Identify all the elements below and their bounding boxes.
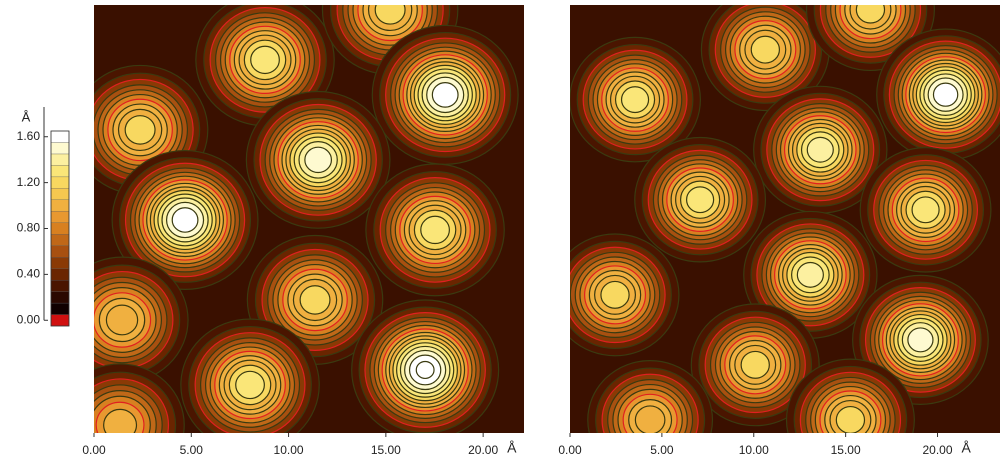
colorbar-frame <box>50 130 70 327</box>
colorbar-swatch <box>50 153 70 166</box>
colorbar-swatch <box>50 291 70 304</box>
colorbar-swatch <box>50 199 70 212</box>
plot-area <box>570 5 1000 433</box>
colorbar-swatch <box>50 245 70 258</box>
peak <box>743 210 878 339</box>
contour <box>907 327 934 353</box>
colorbar-tick-label: 0.80 <box>17 221 41 235</box>
colorbar-swatch <box>50 234 70 246</box>
peak <box>690 303 820 427</box>
x-tick-label: 20.00 <box>468 443 498 457</box>
x-axis-label: Å <box>962 440 972 456</box>
peak <box>94 363 185 433</box>
peak <box>570 233 680 357</box>
contour <box>932 82 959 107</box>
peak <box>94 64 209 195</box>
contour <box>374 5 406 25</box>
contour <box>250 45 280 75</box>
colorbar-swatch <box>50 257 70 269</box>
contour <box>634 405 666 433</box>
contour <box>750 35 781 64</box>
colorbar-swatch <box>50 314 70 327</box>
colorbar-swatch <box>50 222 70 235</box>
contour <box>431 82 459 108</box>
colorbar-swatch <box>50 142 70 155</box>
colorbar-swatch <box>50 302 70 315</box>
peak <box>371 24 519 165</box>
contour <box>835 405 866 433</box>
contour <box>796 261 824 288</box>
plot-area <box>94 5 524 433</box>
peak <box>246 234 384 365</box>
colorbar-swatch <box>50 165 70 178</box>
contour <box>124 115 156 145</box>
contour <box>740 350 770 379</box>
x-tick-label: 5.00 <box>650 443 674 457</box>
colorbar-swatch <box>50 176 70 189</box>
x-tick-label: 0.00 <box>82 443 106 457</box>
contour <box>299 285 331 315</box>
peak <box>180 318 320 433</box>
contour <box>855 5 886 24</box>
colorbar-label: Å <box>22 109 31 124</box>
x-tick-label: 0.00 <box>558 443 582 457</box>
x-tick-label: 15.00 <box>371 443 401 457</box>
x-tick-label: 10.00 <box>739 443 769 457</box>
peak <box>634 136 767 263</box>
peak <box>365 163 505 297</box>
contour <box>304 146 333 174</box>
colorbar-swatch <box>50 188 70 200</box>
colorbar-tick-label: 1.60 <box>17 129 41 143</box>
x-tick-label: 5.00 <box>180 443 204 457</box>
colorbar-tick-label: 0.00 <box>17 312 41 326</box>
peak <box>859 147 992 273</box>
peak <box>785 358 915 433</box>
contour <box>911 196 940 224</box>
peak <box>753 85 888 214</box>
x-tick-label: 20.00 <box>923 443 953 457</box>
contour <box>105 304 139 336</box>
contour <box>171 207 199 233</box>
contour <box>420 215 450 245</box>
contour <box>620 86 650 114</box>
colorbar-tick-label: 1.20 <box>17 175 41 189</box>
x-tick-label: 10.00 <box>274 443 304 457</box>
colorbar-tick-label: 0.40 <box>17 267 41 281</box>
contour <box>415 360 435 380</box>
colorbar-swatch <box>50 279 70 292</box>
contour <box>600 280 630 309</box>
peak <box>876 28 1000 161</box>
colorbar-swatch <box>50 268 70 281</box>
contour <box>103 408 138 433</box>
peak <box>570 36 701 163</box>
colorbar-swatch <box>50 211 70 223</box>
contour <box>806 136 834 163</box>
peak <box>245 90 391 229</box>
x-axis-label: Å <box>507 440 517 456</box>
x-tick-label: 15.00 <box>831 443 861 457</box>
peak <box>587 360 714 433</box>
contour <box>685 186 715 214</box>
colorbar-swatch <box>50 130 70 143</box>
peak <box>700 5 830 112</box>
peak <box>111 149 259 291</box>
peak <box>351 299 500 433</box>
contour <box>235 370 265 400</box>
